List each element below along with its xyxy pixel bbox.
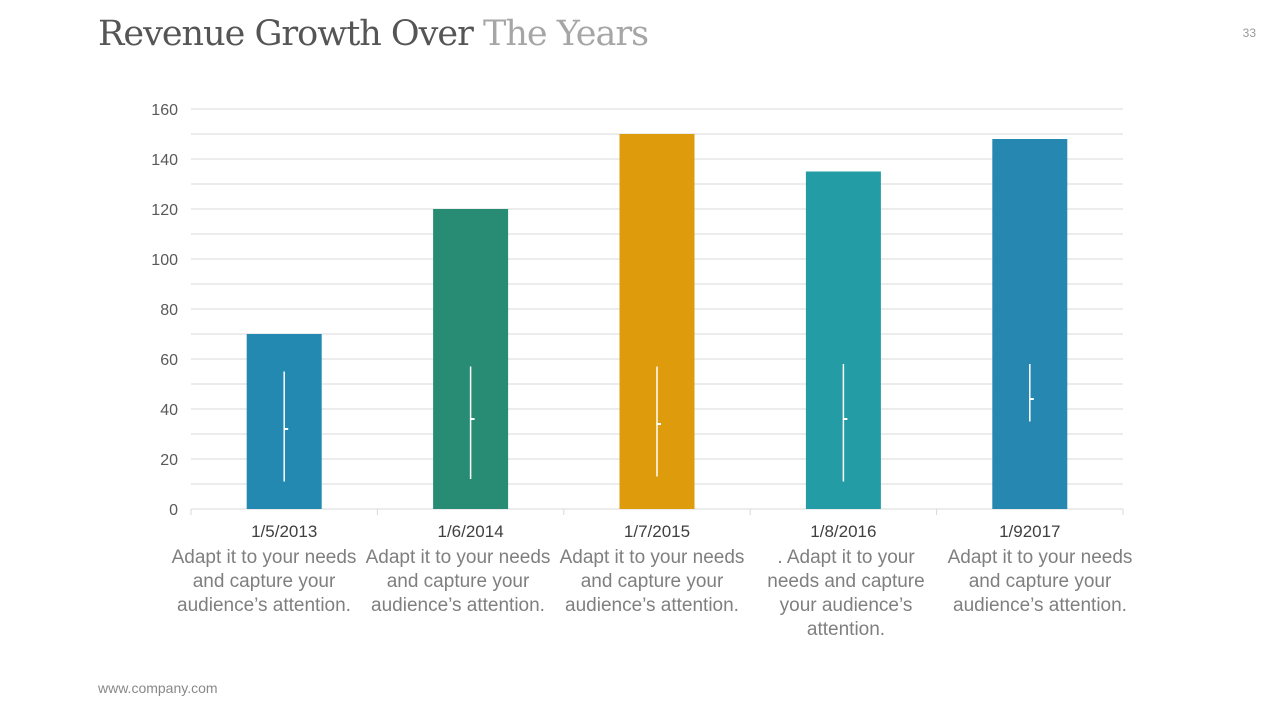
category-description: . Adapt it to your needs and capture you…: [767, 547, 925, 640]
x-tick-label: 1/92017: [999, 522, 1060, 541]
y-tick-label: 160: [151, 102, 178, 119]
x-tick-label: 1/5/2013: [251, 522, 317, 541]
category-description: Adapt it to your needs and capture your …: [365, 547, 551, 616]
page-title: Revenue Growth Over The Years: [98, 14, 649, 54]
y-tick-label: 80: [160, 302, 178, 319]
category-description: Adapt it to your needs and capture your …: [559, 547, 745, 616]
y-tick-label: 60: [160, 352, 178, 369]
y-tick-label: 20: [160, 452, 178, 469]
x-tick-label: 1/6/2014: [438, 522, 504, 541]
title-main: Revenue Growth Over: [98, 14, 474, 54]
x-tick-label: 1/8/2016: [810, 522, 876, 541]
page-number: 33: [1242, 26, 1256, 40]
category-description: Adapt it to your needs and capture your …: [947, 547, 1133, 616]
footer-url: www.company.com: [98, 680, 218, 696]
y-tick-label: 40: [160, 402, 178, 419]
x-tick-label: 1/7/2015: [624, 522, 690, 541]
bar-5: [992, 139, 1068, 509]
y-tick-label: 0: [169, 502, 178, 519]
title-highlight: The Years: [482, 14, 649, 54]
y-tick-label: 140: [151, 152, 178, 169]
category-description: Adapt it to your needs and capture your …: [171, 547, 357, 616]
y-tick-label: 100: [151, 252, 178, 269]
y-tick-label: 120: [151, 202, 178, 219]
